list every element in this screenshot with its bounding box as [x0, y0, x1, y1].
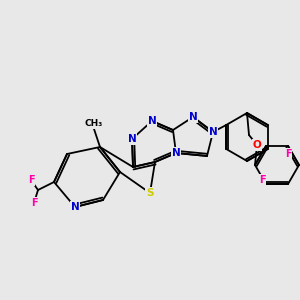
Text: F: F	[259, 175, 265, 185]
Text: N: N	[148, 116, 156, 126]
Text: N: N	[128, 134, 136, 144]
Text: N: N	[208, 127, 217, 137]
Text: CH₃: CH₃	[85, 119, 103, 128]
Text: S: S	[146, 188, 154, 198]
Text: O: O	[253, 140, 261, 150]
Text: F: F	[28, 175, 34, 185]
Text: F: F	[285, 149, 291, 159]
Text: N: N	[172, 148, 180, 158]
Text: F: F	[31, 198, 37, 208]
Text: N: N	[70, 202, 80, 212]
Text: N: N	[189, 112, 197, 122]
